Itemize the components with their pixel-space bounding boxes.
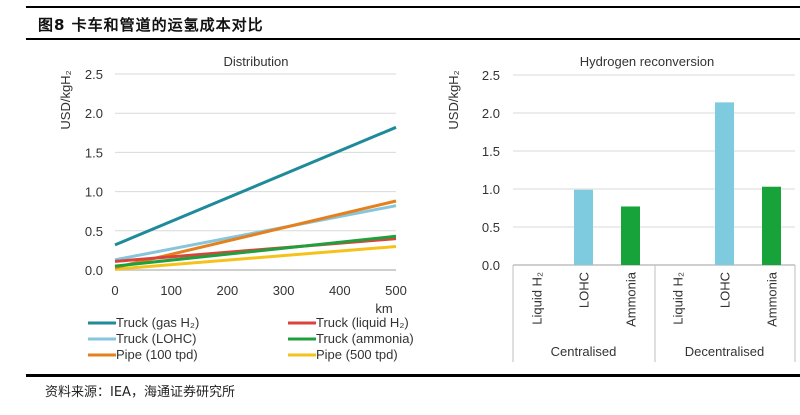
category-label: LOHC (577, 272, 592, 308)
distribution-x-label: km (375, 301, 392, 316)
category-label: Liquid H₂ (530, 272, 545, 325)
category-label: Liquid H₂ (671, 272, 686, 325)
bar-centralised-lohc (574, 189, 593, 265)
distribution-chart: Distribution USD/kgH₂ 0.0 0.5 1.0 1.5 2.0 2.5… (58, 54, 414, 362)
distribution-title: Distribution (223, 54, 288, 69)
distribution-x-tick: 300 (273, 283, 295, 298)
group-label: Decentralised (685, 344, 765, 359)
figure-title-bar: 图8 卡车和管道的运氢成本对比 (26, 6, 800, 40)
series-line-truck-lohc (114, 204, 397, 262)
legend-item: Pipe (500 tpd) (288, 347, 398, 362)
legend-item: Truck (ammonia) (288, 331, 414, 346)
distribution-x-tick: 100 (160, 283, 182, 298)
distribution-x-tick: 500 (385, 283, 407, 298)
reconversion-y-label: USD/kgH₂ (446, 70, 461, 129)
series-line-pipe-500 (114, 244, 397, 271)
legend-item: Truck (gas H₂) (88, 315, 199, 330)
distribution-y-label: USD/kgH₂ (58, 70, 73, 129)
bar-decentralised-ammonia (762, 186, 781, 265)
distribution-y-tick: 0.0 (85, 263, 103, 278)
legend-label: Pipe (100 tpd) (116, 347, 198, 362)
category-label: LOHC (718, 272, 733, 308)
distribution-y-tick: 1.0 (85, 185, 103, 200)
footer-rule (26, 374, 800, 377)
reconversion-y-tick: 1.0 (482, 182, 500, 197)
distribution-y-tick: 2.0 (85, 106, 103, 121)
reconversion-y-tick: 2.0 (482, 106, 500, 121)
source-note: 资料来源：IEA，海通证券研究所 (45, 385, 235, 400)
distribution-x-tick: 0 (111, 283, 118, 298)
series-line-truck-gas (114, 125, 397, 247)
reconversion-y-tick: 0.0 (482, 258, 500, 273)
reconversion-y-tick: 0.5 (482, 220, 500, 235)
distribution-y-tick: 0.5 (85, 224, 103, 239)
group-label: Centralised (551, 344, 617, 359)
legend-item: Truck (LOHC) (88, 331, 196, 346)
reconversion-y-tick: 2.5 (482, 68, 500, 83)
figure-title: 图8 卡车和管道的运氢成本对比 (38, 16, 264, 34)
legend-label: Truck (LOHC) (116, 331, 196, 346)
category-label: Ammonia (765, 271, 780, 327)
reconversion-title: Hydrogen reconversion (580, 54, 714, 69)
legend-label: Truck (gas H₂) (116, 315, 199, 330)
distribution-x-tick: 400 (329, 283, 351, 298)
series-line-truck-ammonia (114, 234, 397, 268)
category-label: Ammonia (624, 271, 639, 327)
legend-label: Pipe (500 tpd) (316, 347, 398, 362)
bar-decentralised-lohc (715, 102, 734, 265)
distribution-y-tick: 2.5 (85, 67, 103, 82)
reconversion-chart: Hydrogen reconversion USD/kgH₂ 0.0 0.5 1.0… (446, 54, 796, 362)
legend-label: Truck (liquid H₂) (316, 315, 409, 330)
distribution-x-tick: 200 (217, 283, 239, 298)
bar-centralised-ammonia (621, 206, 640, 265)
legend-item: Pipe (100 tpd) (88, 347, 198, 362)
distribution-y-tick: 1.5 (85, 145, 103, 160)
reconversion-y-tick: 1.5 (482, 144, 500, 159)
legend-item: Truck (liquid H₂) (288, 315, 409, 330)
legend-label: Truck (ammonia) (316, 331, 414, 346)
